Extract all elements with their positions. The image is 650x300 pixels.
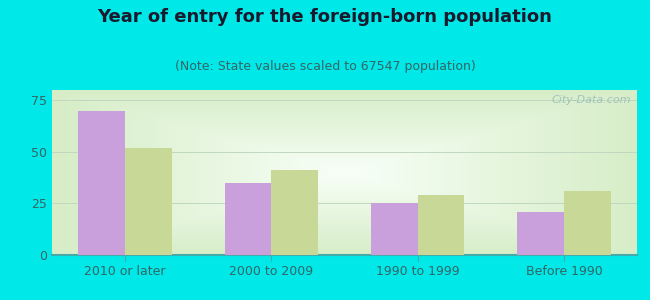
Bar [78, 111, 125, 255]
Bar [371, 203, 417, 255]
Bar [517, 212, 564, 255]
Bar [125, 148, 172, 255]
Bar [272, 170, 318, 255]
Bar [225, 183, 272, 255]
Text: City-Data.com: City-Data.com [552, 95, 631, 105]
Bar [417, 195, 464, 255]
Bar [564, 191, 610, 255]
Text: (Note: State values scaled to 67547 population): (Note: State values scaled to 67547 popu… [175, 60, 475, 73]
Text: Year of entry for the foreign-born population: Year of entry for the foreign-born popul… [98, 8, 552, 26]
